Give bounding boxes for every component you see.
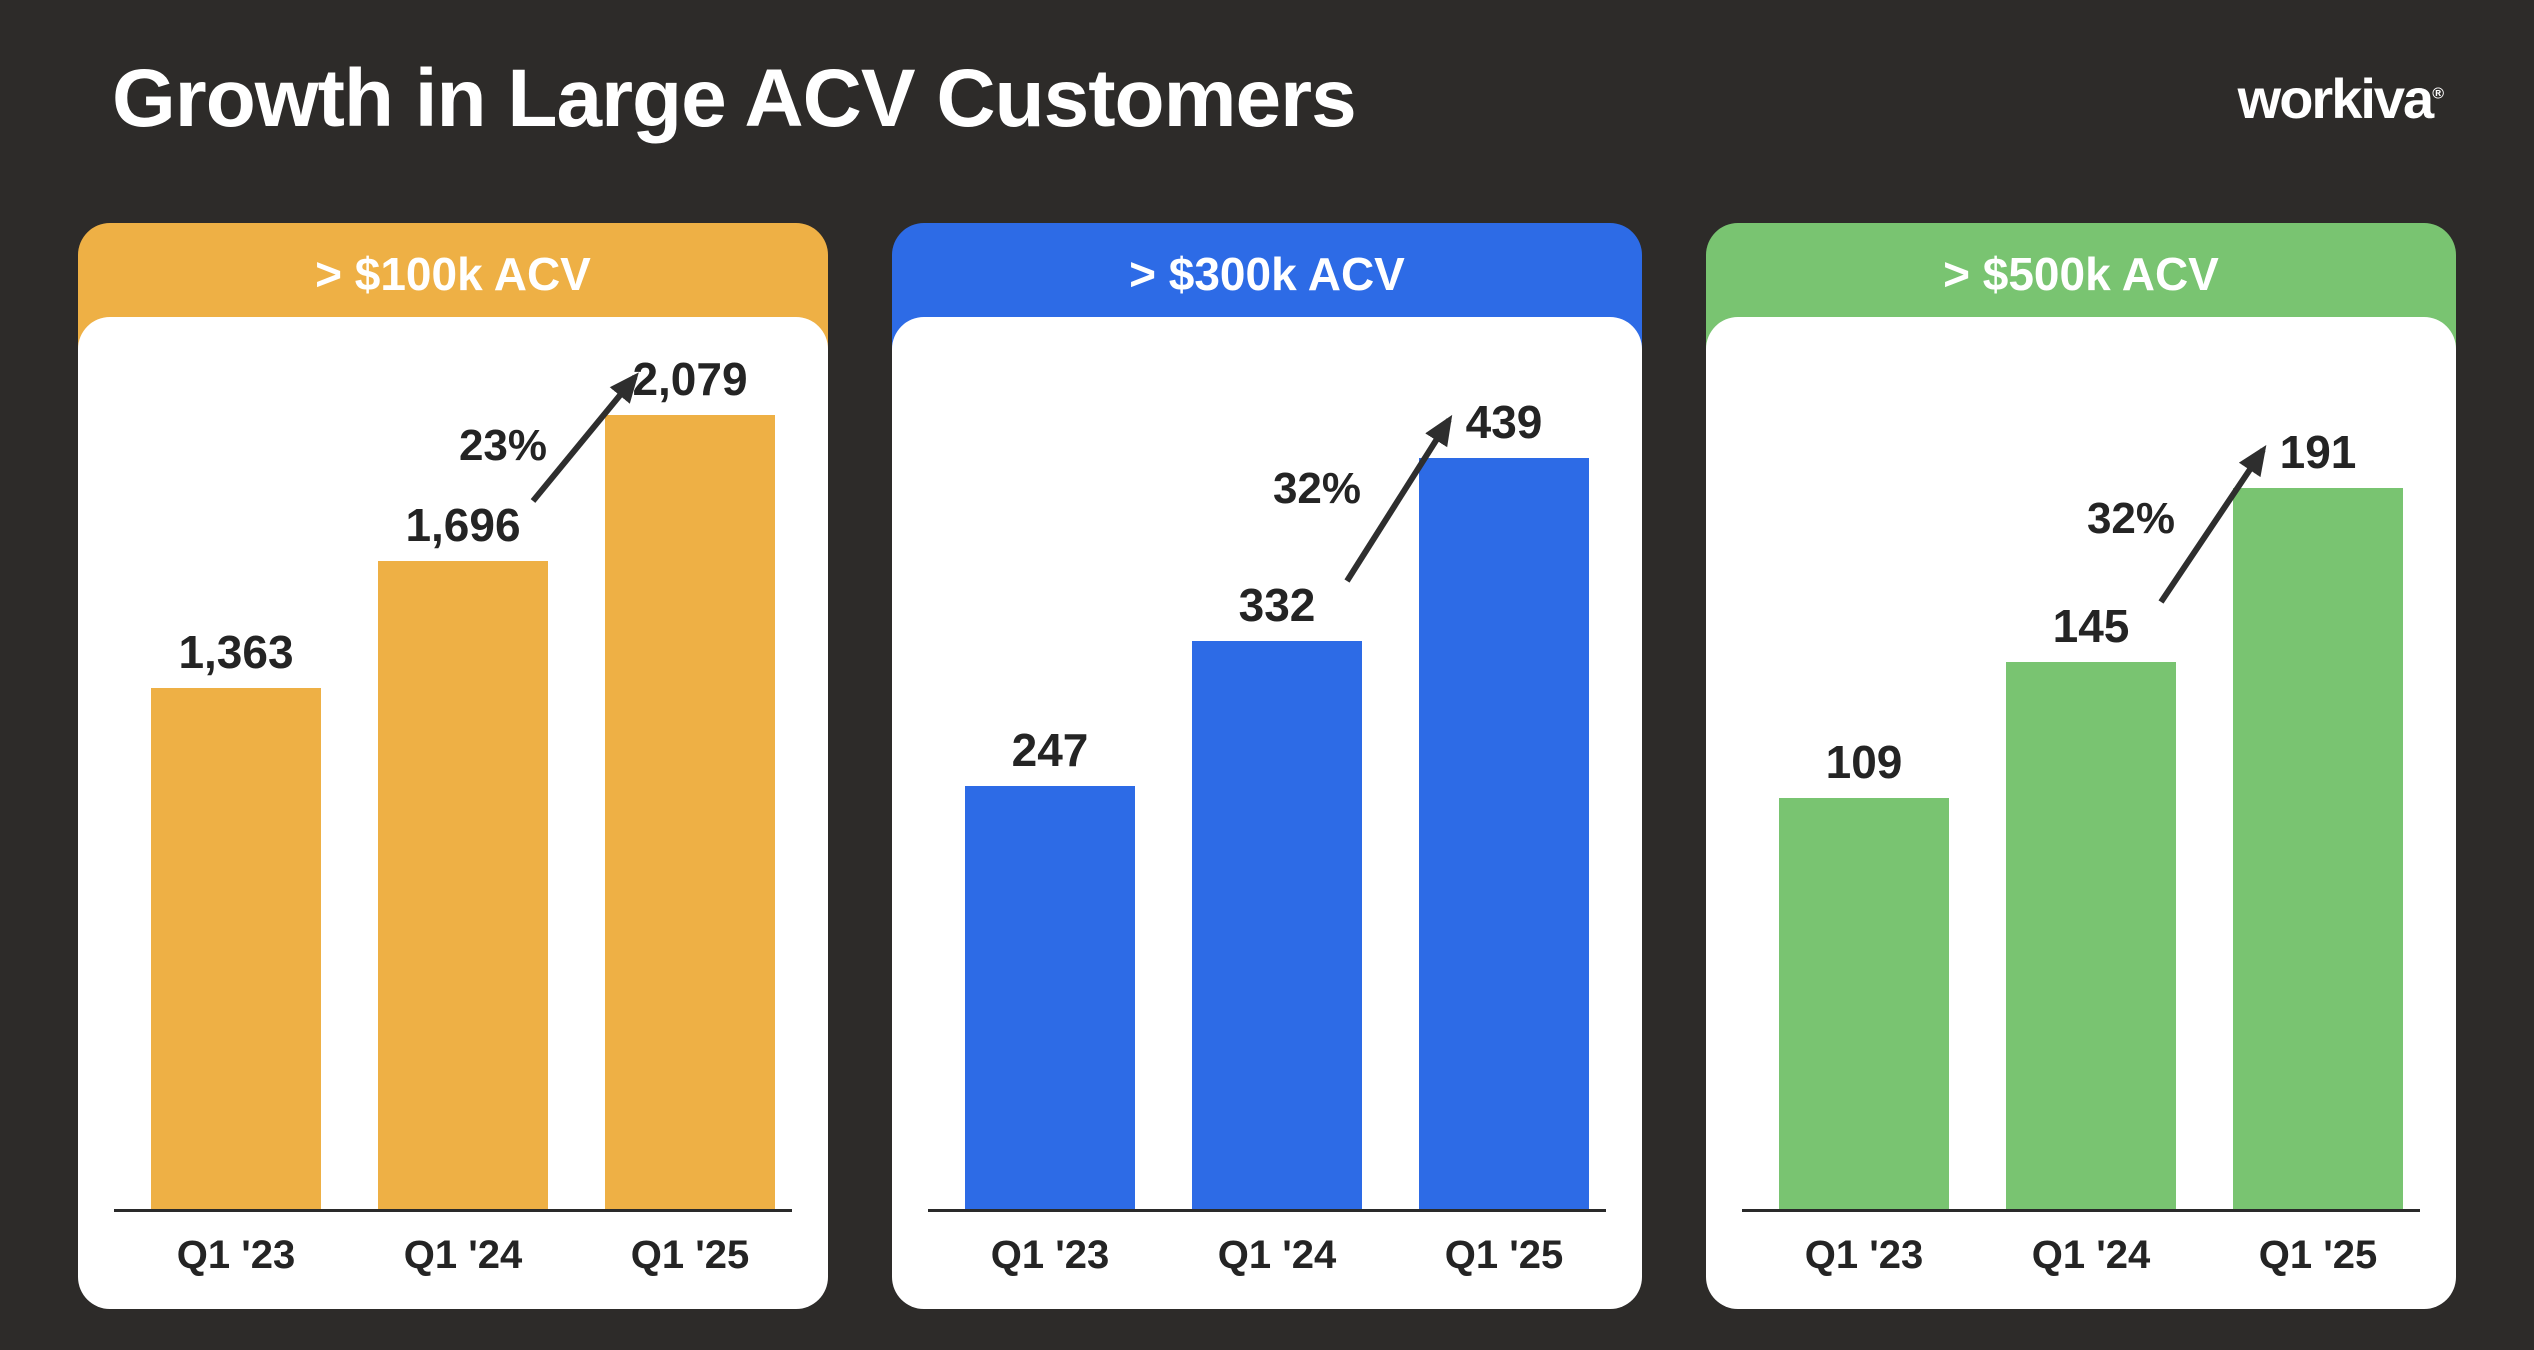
bar-value-label: 191 bbox=[2279, 426, 2357, 478]
x-axis-label: Q1 '23 bbox=[990, 1233, 1110, 1277]
bar-value-label: 247 bbox=[1011, 724, 1089, 776]
bar-q125 bbox=[1419, 458, 1589, 1209]
x-axis-label: Q1 '23 bbox=[176, 1233, 296, 1277]
chart-panel: 109 Q1 '23 145 Q1 '24 191 Q1 '25 32% bbox=[1706, 317, 2456, 1309]
bar-q124 bbox=[378, 561, 548, 1209]
card-header-label: > $500k ACV bbox=[1943, 248, 2219, 300]
x-axis-label: Q1 '25 bbox=[1444, 1233, 1564, 1277]
bar-q124 bbox=[1192, 641, 1362, 1209]
bar-q124 bbox=[2006, 662, 2176, 1209]
card-header-label: > $300k ACV bbox=[1129, 248, 1405, 300]
x-axis-label: Q1 '24 bbox=[2031, 1233, 2151, 1277]
chart-card-300k: > $300k ACV 247 Q1 '23 332 Q1 '24 439 Q1 '25 3… bbox=[892, 223, 1642, 1309]
bar-value-label: 2,079 bbox=[632, 353, 748, 405]
bar-value-label: 145 bbox=[2052, 600, 2130, 652]
registered-trademark-icon: ® bbox=[2432, 85, 2444, 103]
bar-value-label: 109 bbox=[1825, 736, 1903, 788]
bar-chart-500k: 109 Q1 '23 145 Q1 '24 191 Q1 '25 32% bbox=[1706, 317, 2456, 1309]
bar-q125 bbox=[605, 415, 775, 1209]
card-header-label: > $100k ACV bbox=[315, 248, 591, 300]
x-axis-label: Q1 '24 bbox=[1217, 1233, 1337, 1277]
brand-logo: workiva® bbox=[2238, 66, 2444, 131]
bar-value-label: 1,696 bbox=[405, 499, 521, 551]
bar-q123 bbox=[965, 786, 1135, 1209]
axis-baseline bbox=[114, 1209, 792, 1212]
bar-value-label: 1,363 bbox=[178, 626, 294, 678]
bar-value-label: 439 bbox=[1465, 396, 1543, 448]
x-axis-label: Q1 '25 bbox=[630, 1233, 750, 1277]
axis-baseline bbox=[1742, 1209, 2420, 1212]
chart-card-100k: > $100k ACV 1,363 Q1 '23 1,696 Q1 '24 2,079 Q… bbox=[78, 223, 828, 1309]
growth-arrow-icon bbox=[530, 372, 639, 503]
chart-cards-row: > $100k ACV 1,363 Q1 '23 1,696 Q1 '24 2,079 Q… bbox=[78, 223, 2456, 1309]
chart-card-500k: > $500k ACV 109 Q1 '23 145 Q1 '24 191 Q1 '25 3… bbox=[1706, 223, 2456, 1309]
bar-q123 bbox=[151, 688, 321, 1209]
growth-percent-label: 32% bbox=[1272, 464, 1362, 513]
bar-q123 bbox=[1779, 798, 1949, 1209]
brand-logo-text: workiva bbox=[2237, 67, 2435, 130]
growth-arrow-icon bbox=[2158, 445, 2267, 604]
bar-q125 bbox=[2233, 488, 2403, 1209]
x-axis-label: Q1 '24 bbox=[403, 1233, 523, 1277]
bar-value-label: 332 bbox=[1238, 579, 1316, 631]
page-title: Growth in Large ACV Customers bbox=[112, 53, 1357, 144]
x-axis-label: Q1 '23 bbox=[1804, 1233, 1924, 1277]
growth-percent-label: 32% bbox=[2086, 494, 2176, 543]
bar-chart-100k: 1,363 Q1 '23 1,696 Q1 '24 2,079 Q1 '25 23% bbox=[78, 317, 828, 1309]
growth-arrow-icon bbox=[1344, 414, 1453, 583]
growth-percent-label: 23% bbox=[458, 421, 548, 470]
bar-chart-300k: 247 Q1 '23 332 Q1 '24 439 Q1 '25 32% bbox=[892, 317, 1642, 1309]
chart-panel: 1,363 Q1 '23 1,696 Q1 '24 2,079 Q1 '25 23% bbox=[78, 317, 828, 1309]
x-axis-label: Q1 '25 bbox=[2258, 1233, 2378, 1277]
axis-baseline bbox=[928, 1209, 1606, 1212]
chart-panel: 247 Q1 '23 332 Q1 '24 439 Q1 '25 32% bbox=[892, 317, 1642, 1309]
